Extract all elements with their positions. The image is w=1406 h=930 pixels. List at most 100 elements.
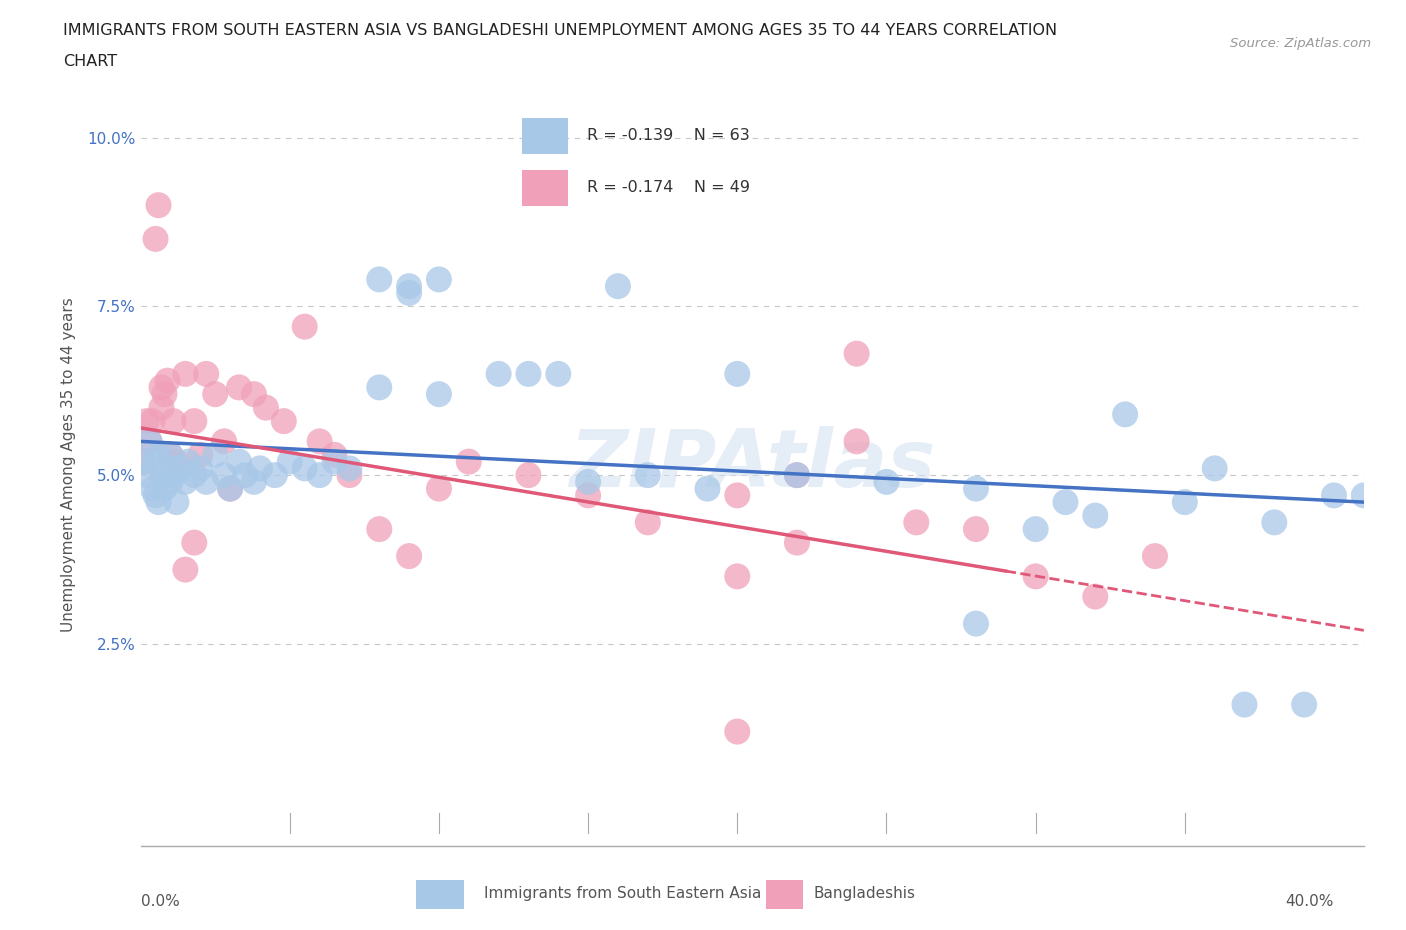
Point (219, 481, 242, 496)
Point (368, 272, 391, 286)
Point (165, 495, 187, 510)
Point (195, 366, 218, 381)
Point (1025, 522, 1047, 537)
Point (965, 617, 987, 631)
Point (212, 434, 235, 449)
Point (148, 495, 170, 510)
Point (1233, 698, 1256, 712)
Point (637, 468, 659, 483)
Point (368, 380, 391, 395)
Point (132, 454, 155, 469)
Point (165, 454, 187, 469)
Point (725, 569, 748, 584)
Point (1084, 590, 1107, 604)
Point (162, 468, 184, 483)
Text: Source: ZipAtlas.com: Source: ZipAtlas.com (1230, 37, 1371, 50)
Point (145, 454, 167, 469)
Point (965, 522, 987, 537)
Point (427, 481, 450, 496)
Point (219, 481, 242, 496)
Point (1323, 488, 1346, 503)
Point (308, 468, 330, 483)
Point (153, 481, 176, 496)
Point (1204, 461, 1226, 476)
Point (786, 468, 808, 483)
Point (398, 286, 420, 300)
Point (1114, 407, 1136, 422)
Point (875, 474, 897, 489)
Point (159, 447, 181, 462)
Point (183, 468, 205, 483)
Point (457, 454, 479, 469)
Point (204, 387, 226, 402)
Point (148, 447, 170, 462)
Point (339, 461, 361, 476)
Point (145, 232, 167, 246)
Point (148, 198, 170, 213)
Point (517, 468, 540, 483)
Point (308, 434, 330, 449)
Point (427, 387, 450, 402)
Point (1025, 569, 1047, 584)
Point (150, 380, 173, 395)
Point (845, 346, 868, 361)
Point (786, 535, 808, 550)
Point (138, 434, 160, 449)
Point (156, 461, 179, 476)
Point (725, 488, 748, 503)
Point (576, 488, 599, 503)
Point (138, 434, 160, 449)
Point (427, 272, 450, 286)
Point (1263, 515, 1285, 530)
Point (132, 454, 155, 469)
Point (153, 387, 176, 402)
Point (188, 447, 211, 462)
Point (339, 468, 361, 483)
Point (249, 461, 271, 476)
Point (965, 481, 987, 496)
Y-axis label: Unemployment Among Ages 35 to 44 years: Unemployment Among Ages 35 to 44 years (62, 298, 76, 632)
Point (725, 366, 748, 381)
Point (323, 454, 346, 469)
Point (273, 414, 295, 429)
Point (1084, 508, 1107, 523)
Point (1054, 495, 1077, 510)
Point (1174, 495, 1197, 510)
Point (637, 515, 659, 530)
Point (845, 434, 868, 449)
Point (174, 366, 197, 381)
Point (1294, 698, 1316, 712)
Point (228, 454, 250, 469)
Point (177, 454, 200, 469)
Point (323, 447, 346, 462)
Point (607, 279, 630, 294)
Point (254, 400, 277, 415)
Point (204, 447, 226, 462)
Point (786, 468, 808, 483)
Point (183, 414, 205, 429)
Point (183, 535, 205, 550)
Text: ZIPAtlas: ZIPAtlas (569, 426, 935, 504)
Point (398, 549, 420, 564)
Point (141, 414, 163, 429)
Point (162, 414, 184, 429)
Point (398, 279, 420, 294)
Text: IMMIGRANTS FROM SOUTH EASTERN ASIA VS BANGLADESHI UNEMPLOYMENT AMONG AGES 35 TO : IMMIGRANTS FROM SOUTH EASTERN ASIA VS BA… (63, 23, 1057, 38)
Point (135, 468, 157, 483)
Point (228, 380, 250, 395)
Point (488, 366, 510, 381)
Point (368, 522, 391, 537)
Point (243, 387, 266, 402)
Point (174, 474, 197, 489)
Point (263, 468, 285, 483)
Point (294, 461, 316, 476)
Point (145, 488, 167, 503)
Text: 0.0%: 0.0% (141, 894, 180, 909)
Point (156, 373, 179, 388)
Point (195, 474, 218, 489)
Point (243, 474, 266, 489)
Point (188, 461, 211, 476)
Point (294, 319, 316, 334)
Point (169, 461, 191, 476)
Point (150, 400, 173, 415)
